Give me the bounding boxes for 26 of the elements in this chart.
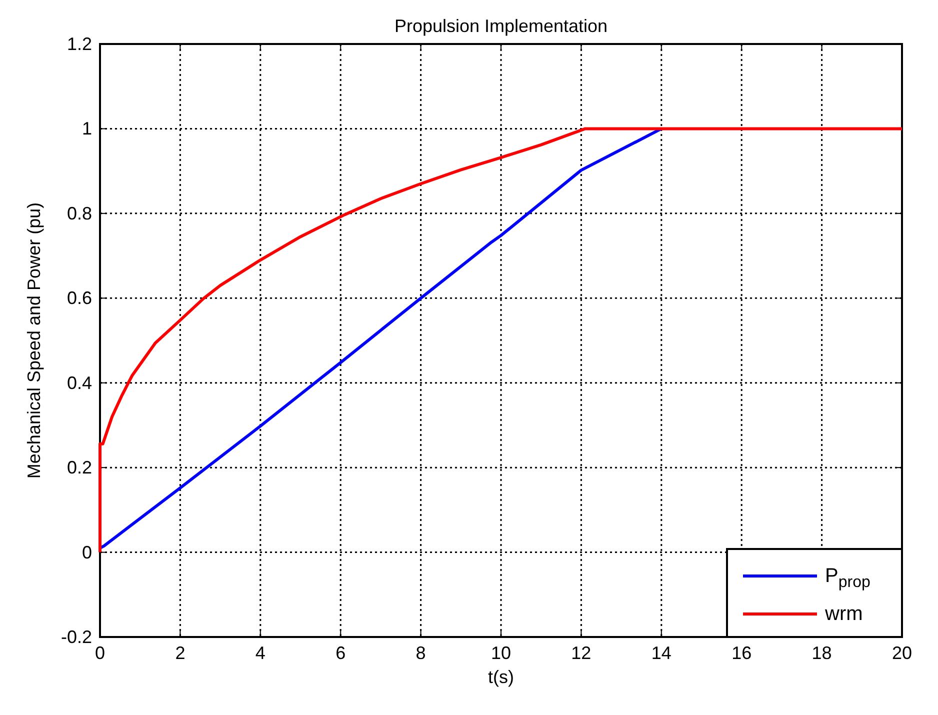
y-tick-label: 1.2 xyxy=(66,34,92,54)
x-tick-label: 12 xyxy=(571,643,592,663)
x-tick-label: 16 xyxy=(732,643,752,663)
line-series xyxy=(98,127,663,550)
x-tick-label: 2 xyxy=(175,643,186,663)
x-tick-label: 10 xyxy=(490,643,512,663)
x-tick-label: 18 xyxy=(812,643,832,663)
chart-title: Propulsion Implementation xyxy=(394,16,608,36)
y-tick-label: 0.8 xyxy=(66,203,92,224)
y-tick-label: -0.2 xyxy=(60,627,92,647)
y-axis-title: Mechanical Speed and Power (pu) xyxy=(24,202,44,479)
y-tick-label: 0.6 xyxy=(66,288,92,308)
x-tick-label: 0 xyxy=(94,643,106,663)
x-tick-label: 6 xyxy=(336,643,346,663)
x-axis-title: t(s) xyxy=(488,667,514,687)
x-tick-label: 4 xyxy=(255,643,266,663)
legend-label: wrm xyxy=(824,603,863,625)
y-tick-label: 1 xyxy=(82,118,92,139)
y-tick-label: 0.4 xyxy=(66,372,92,393)
x-tick-label: 8 xyxy=(416,643,426,663)
legend-label: P$_{prop}$ xyxy=(825,565,870,591)
line-series xyxy=(98,127,904,554)
y-tick-label: 0 xyxy=(82,542,92,562)
x-tick-label: 20 xyxy=(892,643,912,663)
y-tick-label: 0.2 xyxy=(66,458,92,478)
x-tick-label: 14 xyxy=(651,643,672,663)
